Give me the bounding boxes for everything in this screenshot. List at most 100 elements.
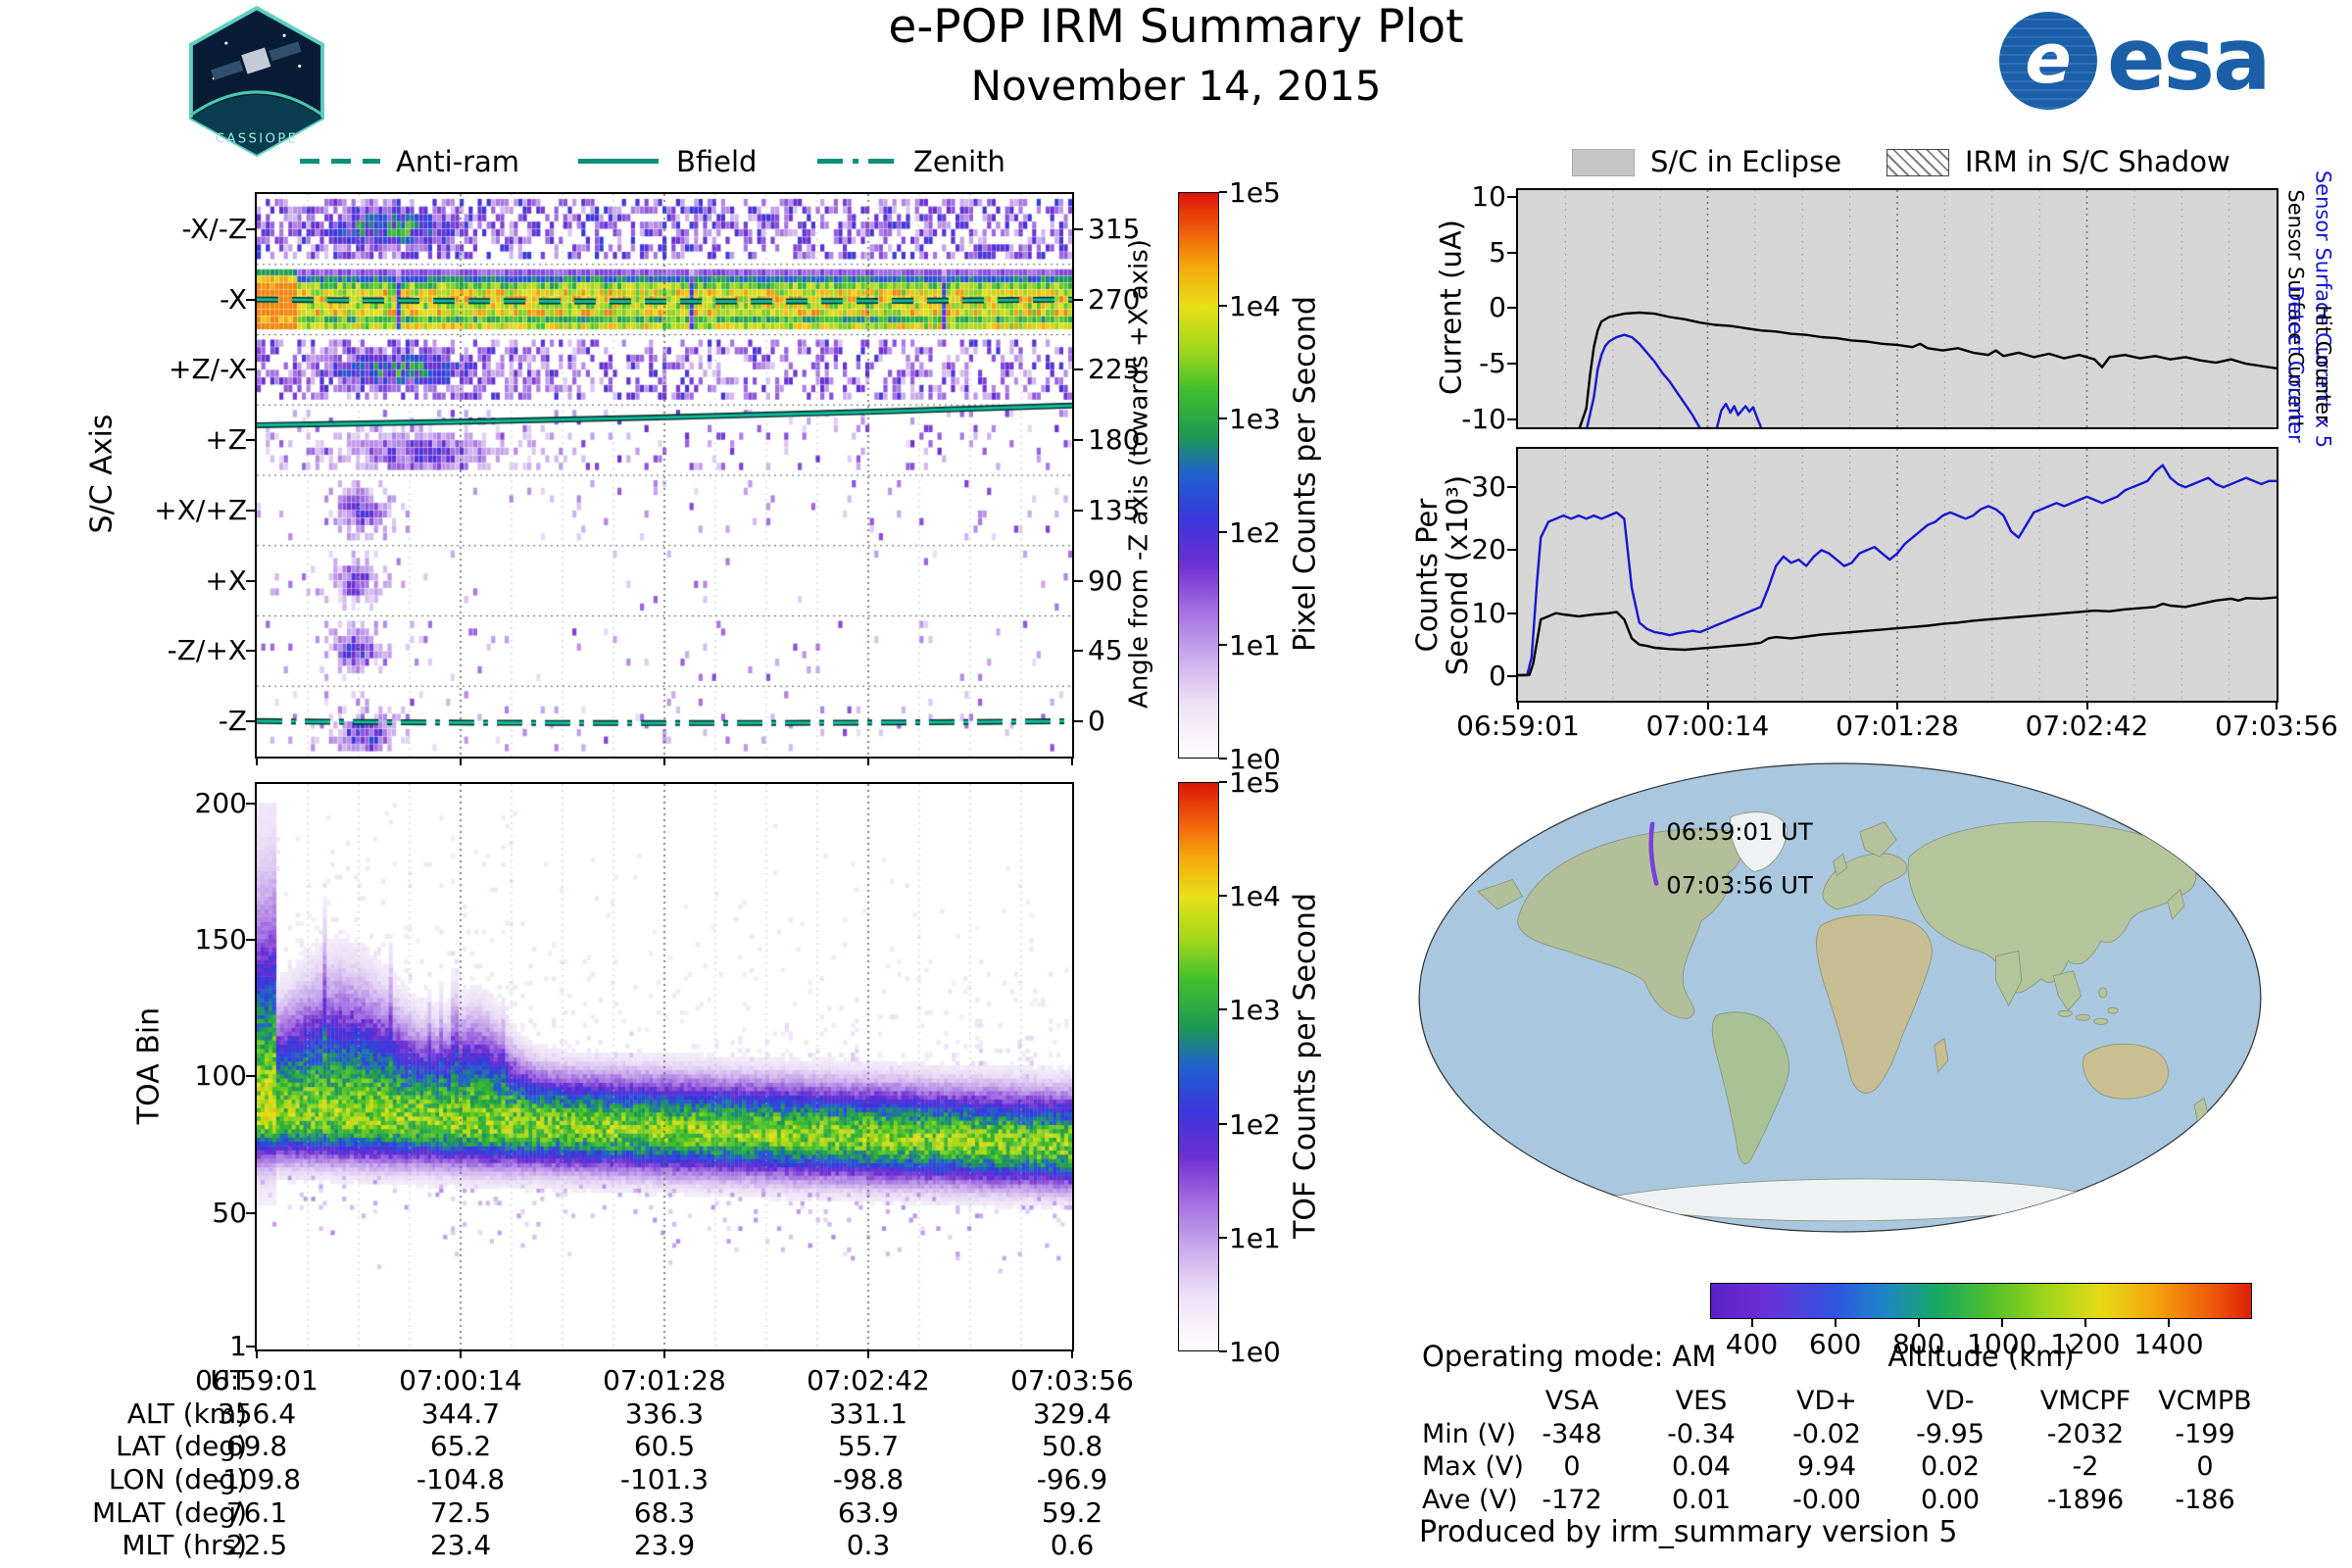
bfield-line-sample <box>578 159 659 164</box>
satellite-icon <box>211 41 302 80</box>
page-title: e-POP IRM Summary Plot <box>888 0 1464 54</box>
zenith-line-sample <box>817 159 898 164</box>
earth-horizon <box>190 95 323 155</box>
ephemeris-value: -101.3 <box>619 1463 710 1495</box>
tick-mark <box>246 509 255 512</box>
series-sensor-surface-current-x-5 <box>1518 333 1764 432</box>
pixel-colorbar-label: Pixel Counts per Second <box>1288 296 1323 652</box>
angle-tick-label: 315 <box>1088 212 1141 245</box>
voltage-col-header: VCMPB <box>2158 1386 2252 1416</box>
y-tick-label: 10 <box>1471 179 1506 213</box>
ephemeris-value: 07:01:28 <box>603 1364 726 1396</box>
tick-mark <box>246 1211 255 1214</box>
tick-mark <box>1507 612 1516 614</box>
tick-mark <box>1219 191 1227 193</box>
tick-mark <box>1219 781 1227 783</box>
altitude-tick-label: 1200 <box>2050 1328 2121 1360</box>
voltage-value: 0.04 <box>1671 1451 1732 1482</box>
colorbar-tick-label: 1e5 <box>1229 766 1281 799</box>
tick-mark <box>1219 1350 1227 1352</box>
track-start-time: 06:59:01 UT <box>1666 817 1813 846</box>
voltage-value: -199 <box>2175 1419 2235 1449</box>
y-tick-label: 20 <box>1471 533 1506 566</box>
voltage-row-label: Min (V) <box>1422 1419 1517 1449</box>
series-hit-counter <box>1517 596 2278 677</box>
tick-mark <box>256 757 258 765</box>
ephemeris-value: 23.4 <box>429 1529 492 1561</box>
ephemeris-value: 69.8 <box>225 1430 288 1462</box>
tick-mark <box>1507 486 1516 489</box>
tick-mark <box>1074 227 1083 230</box>
altitude-colorbar-label: Altitude (km) <box>1887 1340 2075 1373</box>
ephemeris-value: 63.9 <box>837 1496 900 1529</box>
track-end-time: 07:03:56 UT <box>1666 871 1813 900</box>
tick-mark <box>1074 720 1083 723</box>
eclipse-shading <box>1518 449 2277 701</box>
spectrogram-legend: Anti-ram Bfield Zenith <box>294 145 1078 184</box>
anti-ram-line-sample <box>300 159 380 164</box>
legend-label-irm-shadow: IRM in S/C Shadow <box>1965 145 2230 178</box>
voltage-value: 9.94 <box>1796 1451 1857 1482</box>
ephemeris-value: 55.7 <box>837 1430 900 1462</box>
altitude-tick-label: 1400 <box>2133 1328 2204 1360</box>
ephemeris-row-label: UT <box>210 1364 247 1396</box>
ephemeris-value: 76.1 <box>225 1496 288 1529</box>
voltage-value: -172 <box>1542 1485 1602 1515</box>
colorbar-tick-label: 1e4 <box>1229 289 1281 322</box>
ephemeris-value: 356.4 <box>217 1397 297 1430</box>
tick-mark <box>460 1349 462 1358</box>
tick-mark <box>1074 509 1083 512</box>
tick-mark <box>246 650 255 653</box>
voltage-value: -0.02 <box>1792 1419 1861 1449</box>
ephemeris-value: 0.3 <box>846 1529 891 1561</box>
tick-mark <box>1219 895 1227 898</box>
cassiope-logo-text: CASSIOPE <box>216 131 299 146</box>
toa-spectrogram-frame <box>255 782 1074 1351</box>
angle-tick-label: 90 <box>1088 564 1123 597</box>
voltage-col-header: VES <box>1675 1386 1728 1416</box>
toa-tick-label: 200 <box>194 786 247 819</box>
sc-axis-band-label: -X/-Z <box>181 212 247 245</box>
tick-mark <box>663 1349 665 1358</box>
colorbar-tick-label: 1e4 <box>1229 880 1281 913</box>
tick-mark <box>1507 418 1516 421</box>
tick-mark <box>2276 701 2278 710</box>
sc-axis-band-label: +X/+Z <box>154 493 247 526</box>
colorbar-tick-label: 1e1 <box>1229 629 1281 662</box>
ephemeris-value: -96.9 <box>1036 1463 1108 1495</box>
y-tick-label: 0 <box>1489 291 1506 324</box>
tick-mark <box>1507 549 1516 552</box>
eclipse-legend: S/C in Eclipse IRM in S/C Shadow <box>1568 145 2332 184</box>
tick-mark <box>246 298 255 301</box>
sc-axis-band-label: -Z <box>218 705 247 738</box>
ephemeris-value: 60.5 <box>633 1430 696 1462</box>
ephemeris-value: 329.4 <box>1032 1397 1112 1430</box>
ephemeris-row-label: LAT (deg) <box>116 1430 247 1462</box>
legend-label-eclipse: S/C in Eclipse <box>1650 145 1842 178</box>
time-tick-label: 07:02:42 <box>2025 710 2149 742</box>
tick-mark <box>663 757 665 765</box>
ephemeris-row-label: MLT (hrs) <box>122 1529 247 1561</box>
colorbar-tick-label: 1e0 <box>1229 743 1281 775</box>
tick-mark <box>1219 644 1227 647</box>
tick-mark <box>1074 298 1083 301</box>
tick-mark <box>1896 701 1898 710</box>
sc-axis-band-label: +Z <box>205 423 247 457</box>
ephemeris-value: 336.3 <box>624 1397 705 1430</box>
sensor-current-plot <box>1518 190 2278 432</box>
voltage-value: 0 <box>1563 1451 1581 1482</box>
altitude-colorbar <box>1710 1283 2252 1319</box>
tick-mark <box>1071 1349 1073 1358</box>
ephemeris-value: -98.8 <box>832 1463 905 1495</box>
tick-mark <box>867 757 869 765</box>
toa-tick-label: 100 <box>194 1059 247 1093</box>
sensor-current-frame <box>1516 188 2278 432</box>
tick-mark <box>1074 579 1083 582</box>
ephemeris-value: 22.5 <box>225 1529 288 1561</box>
page-date: November 14, 2015 <box>970 62 1382 110</box>
voltage-col-header: VMCPF <box>2039 1386 2132 1416</box>
angle-tick-label: 135 <box>1088 493 1141 526</box>
tick-mark <box>246 368 255 371</box>
voltage-row-label: Max (V) <box>1422 1451 1524 1482</box>
sc-axis-ylabel: S/C Axis <box>84 414 120 534</box>
